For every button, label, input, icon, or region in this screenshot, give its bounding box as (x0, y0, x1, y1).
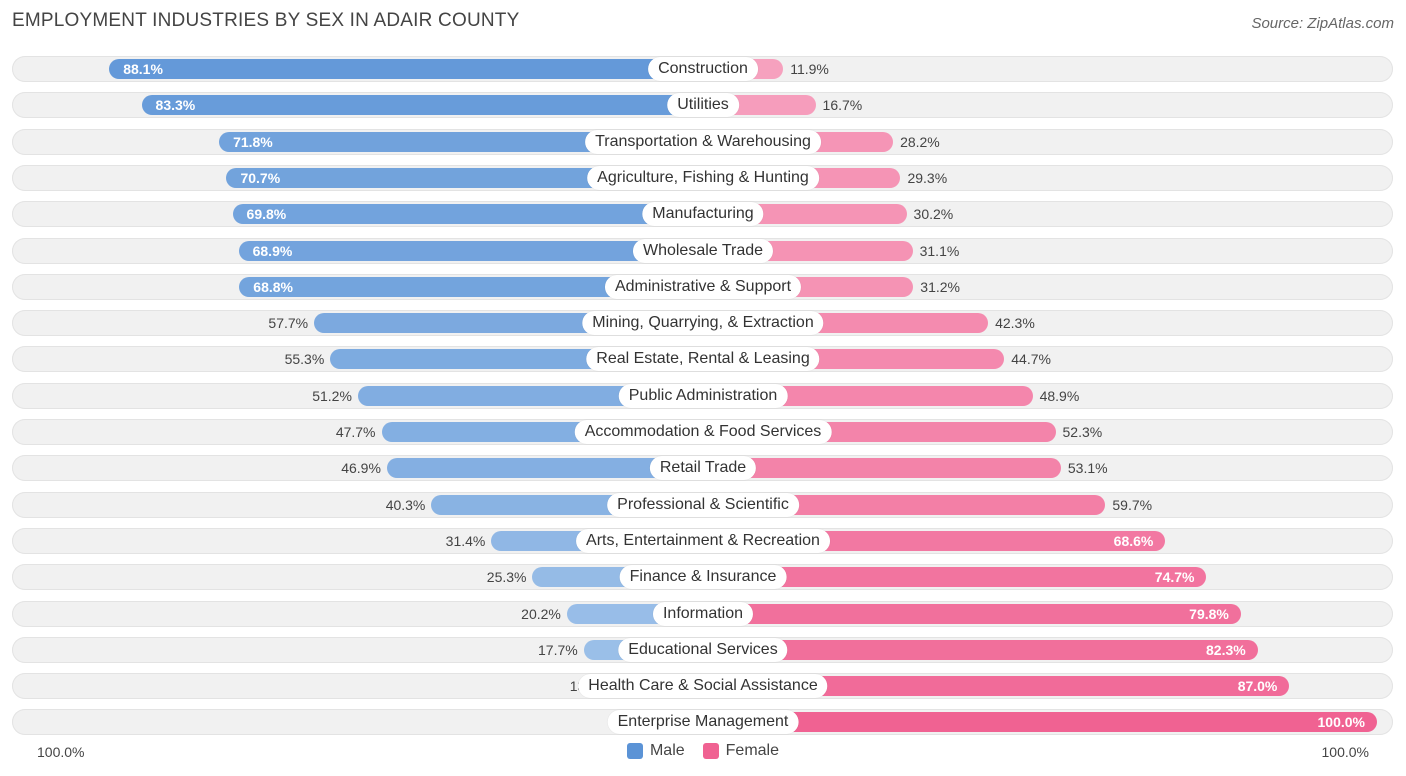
category-label: Manufacturing (642, 202, 764, 227)
bar-female (703, 458, 1061, 479)
value-label-female: 16.7% (822, 97, 863, 114)
value-label-male: 20.2% (521, 605, 561, 622)
value-label-female: 52.3% (1062, 424, 1103, 440)
bar-male (141, 95, 703, 116)
category-label: Public Administration (618, 383, 788, 408)
legend-swatch-male (626, 743, 643, 759)
axis-right-label: 100.0% (1321, 744, 1369, 760)
value-label-male: 46.9% (341, 460, 381, 477)
legend: Male Female (0, 742, 1406, 760)
category-label: Agriculture, Fishing & Hunting (587, 165, 819, 190)
category-label: Retail Trade (649, 456, 757, 481)
value-label-male: 55.3% (284, 351, 325, 368)
category-label: Finance & Insurance (619, 565, 787, 590)
value-label-female: 79.8% (1189, 605, 1229, 622)
bar-male (238, 240, 703, 261)
value-label-female: 100.0% (1317, 714, 1365, 731)
bar-male (232, 204, 703, 225)
value-label-female: 29.3% (907, 169, 948, 186)
bar-male (219, 131, 703, 152)
bar-female (703, 676, 1290, 697)
category-label: Mining, Quarrying, & Extraction (582, 311, 824, 336)
value-label-male: 83.3% (155, 97, 196, 114)
bar-female (703, 639, 1258, 660)
value-label-female: 31.2% (920, 278, 960, 295)
legend-item-male: Male (626, 742, 685, 760)
value-label-female: 44.7% (1011, 351, 1051, 368)
value-label-female: 82.3% (1206, 641, 1246, 658)
category-label: Educational Services (618, 637, 788, 662)
category-label: Arts, Entertainment & Recreation (576, 528, 830, 553)
legend-swatch-female (702, 743, 719, 759)
category-label: Enterprise Management (607, 710, 799, 735)
value-label-male: 70.7% (240, 169, 281, 186)
value-label-male: 47.7% (335, 424, 376, 440)
bar-male (109, 59, 703, 79)
category-label: Wholesale Trade (632, 238, 774, 263)
category-label: Professional & Scientific (607, 492, 799, 517)
value-label-male: 17.7% (538, 641, 578, 658)
chart-title: EMPLOYMENT INDUSTRIES BY SEX IN ADAIR CO… (12, 10, 520, 31)
category-label: Health Care & Social Assistance (578, 674, 828, 699)
bar-female (703, 494, 1106, 515)
value-label-female: 31.1% (919, 242, 960, 259)
value-label-female: 87.0% (1237, 678, 1278, 695)
value-label-male: 25.3% (486, 569, 527, 586)
value-label-female: 53.1% (1067, 460, 1108, 477)
legend-label-male: Male (649, 742, 685, 759)
bar-male (239, 276, 703, 297)
category-label: Transportation & Warehousing (585, 129, 821, 154)
legend-label-female: Female (725, 742, 780, 759)
bar-male (226, 167, 703, 188)
value-label-male: 69.8% (246, 206, 287, 223)
value-label-female: 11.9% (790, 61, 829, 77)
value-label-male: 40.3% (385, 496, 426, 513)
category-label: Accommodation & Food Services (574, 420, 832, 444)
bar-male (386, 458, 703, 479)
category-label: Utilities (667, 93, 739, 118)
value-label-male: 68.8% (253, 278, 293, 295)
value-label-female: 59.7% (1112, 496, 1153, 513)
bar-female (703, 712, 1377, 733)
value-label-male: 88.1% (123, 61, 163, 77)
value-label-female: 48.9% (1039, 387, 1080, 404)
value-label-male: 31.4% (445, 532, 486, 549)
bar-female (703, 603, 1241, 624)
value-label-female: 28.2% (900, 133, 940, 150)
source-label: Source: ZipAtlas.com (1251, 15, 1394, 32)
value-label-male: 68.9% (252, 242, 293, 259)
value-label-female: 30.2% (913, 206, 954, 223)
axis-left-label: 100.0% (37, 744, 85, 760)
value-label-female: 68.6% (1113, 532, 1154, 549)
category-label: Administrative & Support (604, 274, 802, 299)
category-label: Information (652, 601, 754, 626)
category-label: Construction (648, 57, 758, 81)
value-label-male: 57.7% (268, 315, 309, 332)
bar-female (703, 567, 1207, 588)
legend-item-female: Female (702, 742, 780, 760)
value-label-female: 42.3% (995, 315, 1035, 332)
value-label-female: 74.7% (1154, 569, 1195, 586)
value-label-male: 51.2% (312, 387, 352, 404)
value-label-male: 71.8% (233, 133, 273, 150)
bar-male (357, 385, 703, 406)
category-label: Real Estate, Rental & Leasing (586, 347, 820, 372)
